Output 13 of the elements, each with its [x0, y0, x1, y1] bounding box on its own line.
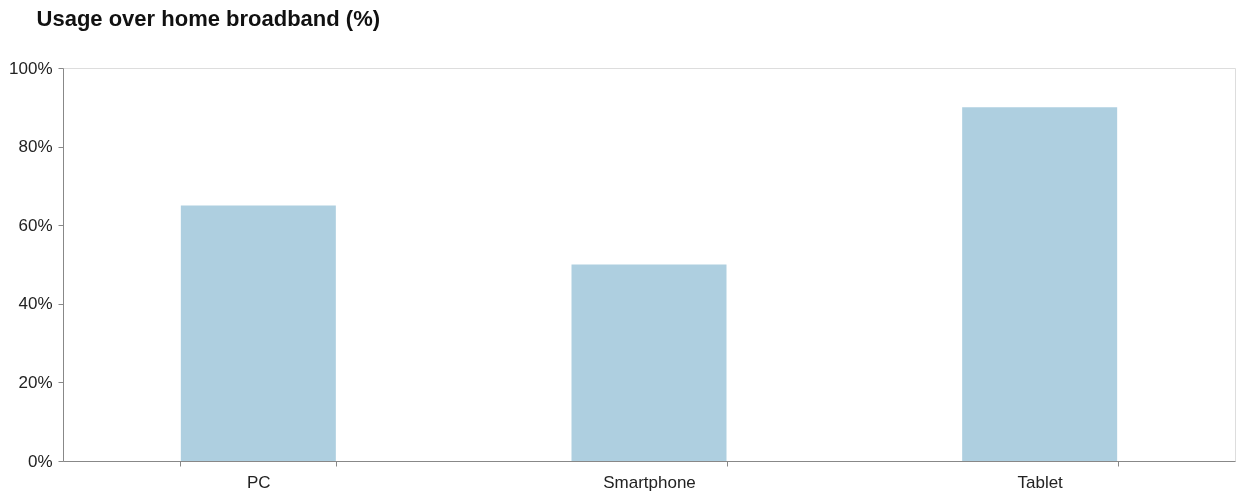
- y-tick-label: 100%: [9, 58, 53, 78]
- y-tick-label: 20%: [18, 372, 53, 392]
- y-tick-label: 60%: [18, 215, 53, 235]
- y-tick-label: 40%: [18, 294, 53, 314]
- x-tick-label: Tablet: [1017, 472, 1064, 492]
- bar: [571, 264, 727, 461]
- bar: [180, 205, 336, 461]
- y-tick-label: 0%: [27, 451, 53, 471]
- bar: [962, 107, 1118, 461]
- x-tick-label: PC: [247, 472, 271, 492]
- y-tick-label: 80%: [18, 137, 53, 157]
- chart-title: Usage over home broadband (%): [36, 6, 381, 31]
- x-tick-label: Smartphone: [603, 472, 696, 492]
